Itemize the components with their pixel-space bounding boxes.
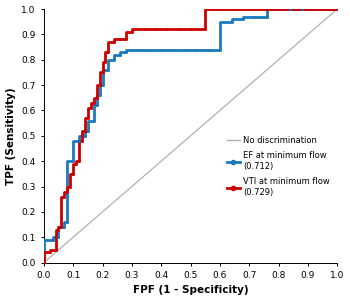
Legend: No discrimination, EF at minimum flow
(0.712), VTI at minimum flow
(0.729): No discrimination, EF at minimum flow (0…	[224, 132, 333, 200]
Y-axis label: TPF (Sensitivity): TPF (Sensitivity)	[6, 87, 15, 185]
X-axis label: FPF (1 - Specificity): FPF (1 - Specificity)	[133, 285, 248, 296]
